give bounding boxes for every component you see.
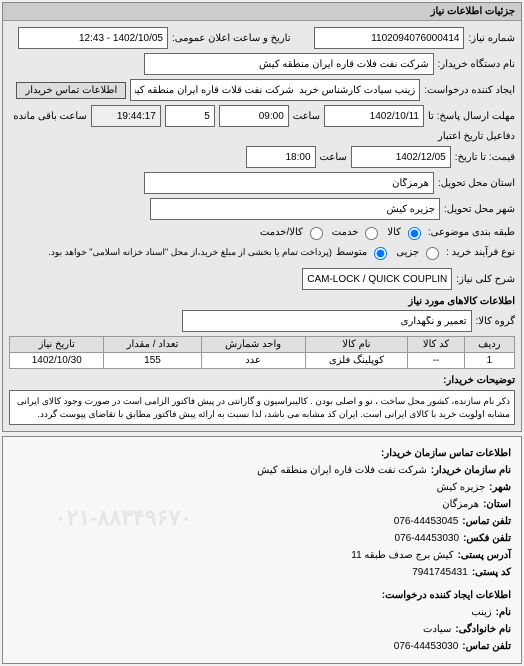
table-row[interactable]: 1--کوپلینگ فلزیعدد1551402/10/30 [10,353,515,369]
need-title-input[interactable] [302,268,452,290]
quote-to-date-input[interactable] [351,146,451,168]
lastname-label: نام خانوادگی: [455,621,511,638]
announce-input[interactable] [18,27,168,49]
remain-hours-input[interactable] [165,105,215,127]
table-header-cell: نام کالا [305,337,408,353]
postal-label: کد پستی: [472,564,511,581]
delivery-province-label: استان محل تحویل: [438,178,515,189]
table-header-cell: کد کالا [408,337,464,353]
table-cell: عدد [201,353,305,369]
details-panel: جزئیات اطلاعات نیاز شماره نیاز: تاریخ و … [2,2,522,432]
radio-service[interactable]: خدمت [332,224,382,240]
table-header-cell: ردیف [464,337,514,353]
table-cell: 1402/10/30 [10,353,104,369]
province-label: استان: [483,496,511,513]
postal-value: 7941745431 [412,564,468,581]
fax-value: 076-44453030 [395,530,460,547]
buyer-org-label: نام دستگاه خریدار: [438,59,515,70]
contact-body: اطلاعات تماس سازمان خریدار: نام سازمان خ… [3,437,521,663]
delivery-province-input[interactable] [144,172,434,194]
table-cell: 1 [464,353,514,369]
table-header-cell: تاریخ نیاز [10,337,104,353]
deadline-date-input[interactable] [324,105,424,127]
radio-mid-input[interactable] [374,247,387,260]
radio-low[interactable]: جزیی [396,244,442,260]
radio-goods-service[interactable]: کالا/خدمت [260,224,326,240]
goods-table: ردیفکد کالانام کالاواحد شمارشتعداد / مقد… [9,336,515,369]
contact-panel: ۰۲۱-۸۸۳۴۹۶۷۰ اطلاعات تماس سازمان خریدار:… [2,436,522,664]
org-value: شرکت نفت فلات قاره ایران منطقه کیش [257,462,427,479]
address-value: کیش برج صدف طبقه 11 [351,547,453,564]
table-header-row: ردیفکد کالانام کالاواحد شمارشتعداد / مقد… [10,337,515,353]
panel-body: شماره نیاز: تاریخ و ساعت اعلان عمومی: نا… [3,21,521,431]
need-title-label: شرح کلی نیاز: [456,274,515,285]
table-cell: -- [408,353,464,369]
table-body: 1--کوپلینگ فلزیعدد1551402/10/30 [10,353,515,369]
province-value: هرمزگان [442,496,479,513]
name-value: زینب [471,604,491,621]
request-no-input[interactable] [314,27,464,49]
process-label: نوع فرآیند خرید : [446,247,515,258]
remain-label: ساعت باقی مانده [13,111,86,122]
goods-group-input[interactable] [182,310,472,332]
radio-goods-service-input[interactable] [310,227,323,240]
process-note: (پرداخت تمام یا بخشی از مبلغ خرید،از محل… [48,247,331,258]
radio-goods-input[interactable] [408,227,421,240]
table-cell: کوپلینگ فلزی [305,353,408,369]
address-label: آدرس پستی: [458,547,511,564]
city-label: شهر: [489,479,511,496]
goods-group-label: گروه کالا: [476,316,515,327]
valid-label: دفاعیل تاریخ اعتبار [438,131,515,142]
requester-label: ایجاد کننده درخواست: [424,85,515,96]
remain-clock-input [91,105,161,127]
fax-label: تلفن فکس: [463,530,511,547]
announce-label: تاریخ و ساعت اعلان عمومی: [172,33,291,44]
org-label: نام سازمان خریدار: [431,462,511,479]
quote-to-label: قیمت: تا تاریخ: [455,152,515,163]
quote-to-time-input[interactable] [246,146,316,168]
table-header-cell: تعداد / مقدار [104,337,201,353]
radio-mid[interactable]: متوسط [336,244,390,260]
radio-low-input[interactable] [426,247,439,260]
req-creator-title: اطلاعات ایجاد کننده درخواست: [382,587,511,604]
category-label: طبقه بندی موضوعی: [428,227,515,238]
category-radio-group: کالا خدمت کالا/خدمت [260,224,424,240]
buyer-desc-label: توضیحات خریدار: [443,375,515,386]
name-label: نام: [496,604,511,621]
requester-input[interactable] [130,79,420,101]
lastname-value: سیادت [423,621,451,638]
contact-panel-title: اطلاعات تماس سازمان خریدار: [381,445,511,462]
goods-section-title: اطلاعات کالاهای مورد نیاز [9,296,515,307]
table-header-cell: واحد شمارش [201,337,305,353]
time-label-2: ساعت [320,152,347,163]
city-value: جزیره کیش [437,479,486,496]
time-label-1: ساعت [293,111,320,122]
creator-phone-value: 076-44453030 [394,638,459,655]
delivery-city-input[interactable] [150,198,440,220]
panel-title: جزئیات اطلاعات نیاز [3,3,521,21]
buyer-desc-box: ذکر نام سازنده، کشور محل ساخت ، نو و اصل… [9,390,515,425]
deadline-label: مهلت ارسال پاسخ: تا [428,111,515,122]
process-radio-group: جزیی متوسط [336,244,442,260]
table-cell: 155 [104,353,201,369]
deadline-time-input[interactable] [219,105,289,127]
buyer-org-input[interactable] [144,53,434,75]
phone-label: تلفن تماس: [462,513,511,530]
radio-service-input[interactable] [365,227,378,240]
creator-phone-label: تلفن تماس: [462,638,511,655]
radio-goods[interactable]: کالا [387,224,424,240]
contact-info-button[interactable]: اطلاعات تماس خریدار [16,82,126,99]
delivery-city-label: شهر محل تحویل: [444,204,515,215]
request-no-label: شماره نیاز: [468,33,515,44]
phone-value: 076-44453045 [394,513,459,530]
